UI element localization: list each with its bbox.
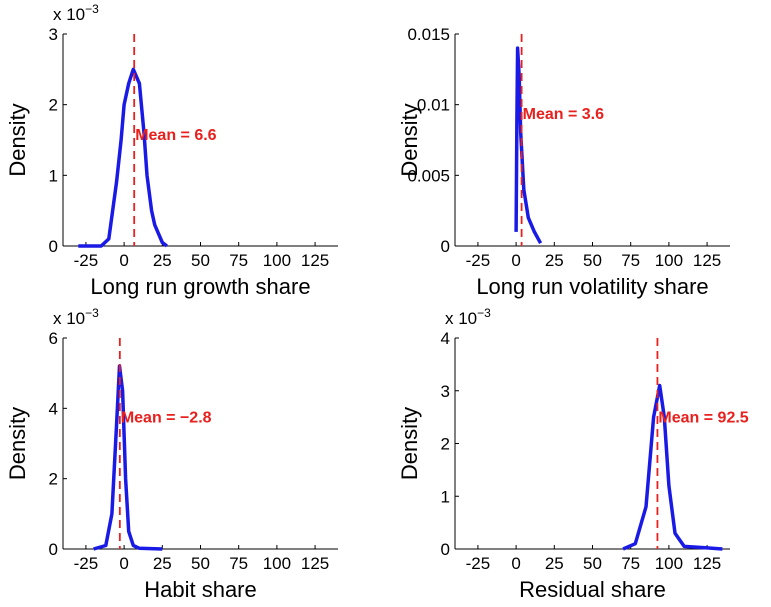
y-tick-label: 0.005	[407, 166, 450, 185]
x-axis-label: Residual share	[519, 577, 666, 602]
x-tick-label: 125	[301, 251, 329, 270]
multiplier-base: x 10	[53, 5, 85, 24]
x-axis-label: Long run growth share	[90, 274, 310, 299]
subplot: -25 0 25 50 75 100 125 0 0.005 0.01 0.015 Long run …	[397, 25, 730, 299]
x-tick-label: -25	[466, 554, 491, 573]
x-tick-label: 50	[583, 251, 602, 270]
y-axis-label: Density	[5, 103, 30, 176]
x-tick-label: 50	[191, 554, 210, 573]
x-tick-label: 50	[191, 251, 210, 270]
x-tick-label: -25	[74, 251, 99, 270]
x-tick-label: 25	[545, 554, 564, 573]
x-tick-label: 75	[229, 251, 248, 270]
x-tick-label: 25	[545, 251, 564, 270]
y-axis-label: Density	[397, 407, 422, 480]
y-tick-label: 6	[49, 329, 58, 348]
y-tick-label: 4	[49, 399, 58, 418]
mean-annotation: Mean = −2.8	[121, 409, 212, 426]
subplot: -25 0 25 50 75 100 125 0 1 2 3x 10−3 Long run growt…	[5, 2, 338, 299]
y-tick-label: 3	[441, 382, 450, 401]
y-axis-label: Density	[397, 103, 422, 176]
y-tick-label: 4	[441, 329, 450, 348]
mean-annotation: Mean = 92.5	[658, 409, 748, 426]
multiplier-exponent: −3	[85, 2, 99, 16]
density-line	[93, 364, 163, 551]
x-tick-label: 100	[263, 554, 291, 573]
mean-annotation: Mean = 6.6	[135, 127, 216, 144]
density-line	[78, 67, 168, 248]
x-axis-label: Long run volatility share	[476, 274, 708, 299]
x-tick-label: 125	[301, 554, 329, 573]
y-tick-label: 0.015	[407, 25, 450, 44]
x-tick-label: 75	[621, 251, 640, 270]
density-line	[622, 383, 723, 551]
x-tick-label: 75	[621, 554, 640, 573]
multiplier-base: x 10	[445, 309, 477, 328]
y-tick-label: 2	[49, 470, 58, 489]
x-tick-label: 125	[693, 554, 721, 573]
x-tick-label: 0	[511, 554, 520, 573]
x-tick-label: -25	[466, 251, 491, 270]
subplot: -25 0 25 50 75 100 125 0 2 4 6x 10−3 Habit share Den…	[5, 306, 338, 602]
y-tick-label: 0	[441, 540, 450, 559]
x-tick-label: 0	[511, 251, 520, 270]
density-line	[514, 46, 543, 245]
subplot: -25 0 25 50 75 100 125 0 1 2 3 4x 10−3 Residual shar…	[397, 306, 749, 602]
x-tick-label: 100	[655, 554, 683, 573]
x-tick-label: 25	[153, 251, 172, 270]
x-tick-label: 50	[583, 554, 602, 573]
x-tick-label: 125	[693, 251, 721, 270]
y-multiplier: x 10−3	[53, 2, 99, 24]
y-tick-label: 2	[49, 96, 58, 115]
x-tick-label: 0	[119, 554, 128, 573]
y-tick-label: 1	[49, 166, 58, 185]
multiplier-exponent: −3	[85, 306, 99, 320]
x-tick-label: 25	[153, 554, 172, 573]
y-multiplier: x 10−3	[445, 306, 491, 328]
x-tick-label: 0	[119, 251, 128, 270]
multiplier-exponent: −3	[477, 306, 491, 320]
mean-annotation: Mean = 3.6	[523, 106, 604, 123]
y-tick-label: 2	[441, 435, 450, 454]
y-tick-label: 0	[441, 237, 450, 256]
y-tick-label: 0.01	[417, 96, 450, 115]
x-tick-label: 100	[655, 251, 683, 270]
x-tick-label: 100	[263, 251, 291, 270]
y-tick-label: 3	[49, 25, 58, 44]
x-axis-label: Habit share	[144, 577, 257, 602]
y-multiplier: x 10−3	[53, 306, 99, 328]
y-tick-label: 0	[49, 540, 58, 559]
y-tick-label: 0	[49, 237, 58, 256]
y-tick-label: 1	[441, 487, 450, 506]
x-tick-label: 75	[229, 554, 248, 573]
y-axis-label: Density	[5, 407, 30, 480]
multiplier-base: x 10	[53, 309, 85, 328]
x-tick-label: -25	[74, 554, 99, 573]
